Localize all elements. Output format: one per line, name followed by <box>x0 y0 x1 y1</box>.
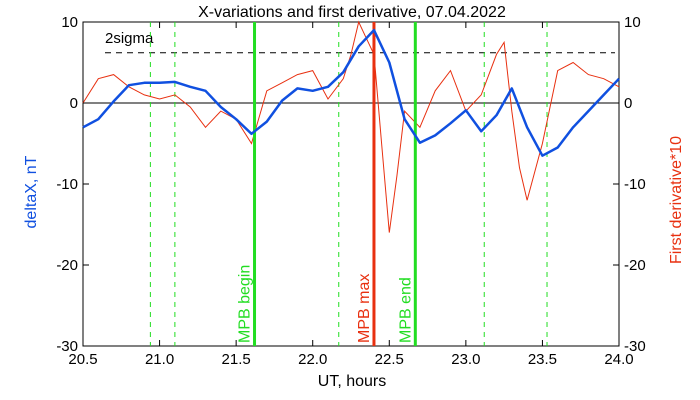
x-tick-label: 21.0 <box>145 351 174 368</box>
x-tick-label: 21.5 <box>222 351 251 368</box>
y-tick-label-left: 10 <box>61 14 78 31</box>
event-label: MPB max <box>356 274 373 343</box>
y-tick-label-right: 0 <box>624 95 632 112</box>
y-axis-right-label: First derivative*10 <box>668 136 685 264</box>
y-tick-label-right: 10 <box>624 14 641 31</box>
x-tick-label: 23.0 <box>451 351 480 368</box>
deltax-series <box>82 28 620 157</box>
event-labels: MPB begin MPB max MPB end <box>237 265 415 343</box>
x-tick-label: 23.5 <box>528 351 557 368</box>
threshold-label: 2sigma <box>105 30 154 47</box>
y-tick-label-left: -20 <box>56 257 78 274</box>
dashed-markers <box>149 22 548 346</box>
x-tick-label: 24.0 <box>604 351 633 368</box>
chart-title: X-variations and first derivative, 07.04… <box>198 4 506 21</box>
y-tick-label-right: -30 <box>624 338 646 355</box>
event-label: MPB begin <box>237 265 254 343</box>
y-tick-label-right: -10 <box>624 176 646 193</box>
y-tick-label-left: -10 <box>56 176 78 193</box>
x-tick-label: 22.5 <box>375 351 404 368</box>
event-lines <box>253 22 417 346</box>
deltax-line <box>82 28 620 157</box>
plot-frame <box>82 21 620 347</box>
event-label: MPB end <box>397 277 414 343</box>
y-tick-label-left: -30 <box>56 338 78 355</box>
derivative-line <box>82 20 620 233</box>
x-tick-label: 20.5 <box>68 351 97 368</box>
y-axis-right-ticks: 10 0 -10 -20 -30 <box>613 14 646 355</box>
y-tick-label-right: -20 <box>624 257 646 274</box>
x-axis-ticks: 20.5 21.0 21.5 22.0 22.5 23.0 23.5 24.0 <box>68 22 634 368</box>
y-axis-left-ticks: 10 0 -10 -20 -30 <box>56 14 89 355</box>
y-tick-label-left: 0 <box>70 95 78 112</box>
y-axis-left-label: deltaX, nT <box>23 155 40 228</box>
derivative-series <box>82 20 620 233</box>
x-tick-label: 22.0 <box>298 351 327 368</box>
x-axis-label: UT, hours <box>318 373 386 390</box>
